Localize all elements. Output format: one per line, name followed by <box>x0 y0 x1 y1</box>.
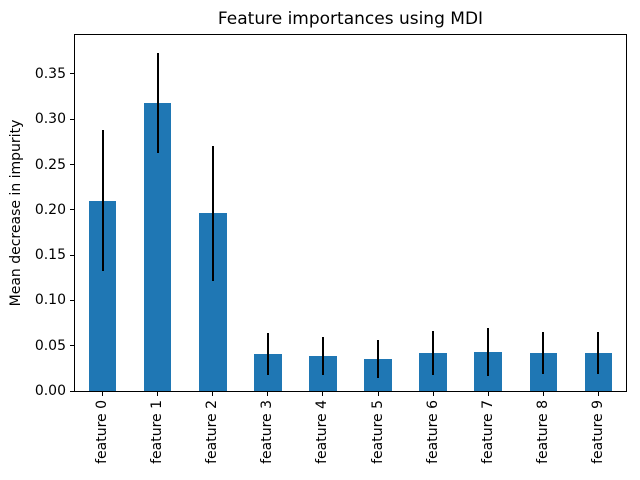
x-tick-label: feature 5 <box>369 400 386 464</box>
error-bar-feature-2 <box>211 145 214 282</box>
y-tick-label: 0.05 <box>34 337 66 354</box>
x-tick <box>542 392 544 396</box>
y-tick <box>70 118 74 120</box>
y-tick-label: 0.10 <box>34 292 66 309</box>
x-tick <box>597 392 599 396</box>
y-tick-label: 0.25 <box>34 156 66 173</box>
x-tick-label: feature 6 <box>424 400 441 464</box>
y-tick <box>70 390 74 392</box>
y-tick <box>70 209 74 211</box>
x-tick <box>267 392 269 396</box>
y-tick-label: 0.00 <box>34 383 66 399</box>
y-tick-label: 0.35 <box>34 65 66 82</box>
y-tick <box>70 254 74 256</box>
x-tick-label: feature 1 <box>149 400 166 464</box>
x-tick <box>322 392 324 396</box>
x-tick-label: feature 8 <box>534 400 551 464</box>
y-tick-label: 0.15 <box>34 247 66 264</box>
x-tick-label: feature 4 <box>314 400 331 464</box>
x-tick-label: feature 3 <box>259 400 276 464</box>
error-bar-feature-5 <box>377 340 380 379</box>
error-bar-feature-0 <box>101 130 104 272</box>
x-tick-label: feature 9 <box>589 400 606 464</box>
x-tick-label: feature 2 <box>204 400 221 464</box>
x-tick <box>157 392 159 396</box>
error-bar-feature-9 <box>597 332 600 374</box>
error-bar-feature-4 <box>321 336 324 375</box>
x-tick <box>102 392 104 396</box>
plot-area <box>74 34 627 392</box>
x-tick <box>212 392 214 396</box>
error-bar-feature-1 <box>156 53 159 153</box>
y-tick-label: 0.30 <box>34 111 66 128</box>
chart-title: Feature importances using MDI <box>217 9 484 29</box>
x-tick <box>432 392 434 396</box>
y-tick <box>70 299 74 301</box>
error-bar-feature-7 <box>487 327 490 377</box>
y-tick <box>70 73 74 75</box>
x-tick-label: feature 0 <box>94 400 111 464</box>
x-tick <box>487 392 489 396</box>
error-bar-feature-3 <box>266 333 269 375</box>
y-tick <box>70 345 74 347</box>
y-tick <box>70 164 74 166</box>
x-tick <box>377 392 379 396</box>
error-bar-feature-8 <box>542 332 545 374</box>
x-tick-label: feature 7 <box>479 400 496 464</box>
error-bar-feature-6 <box>432 331 435 375</box>
y-tick-label: 0.20 <box>34 201 66 218</box>
